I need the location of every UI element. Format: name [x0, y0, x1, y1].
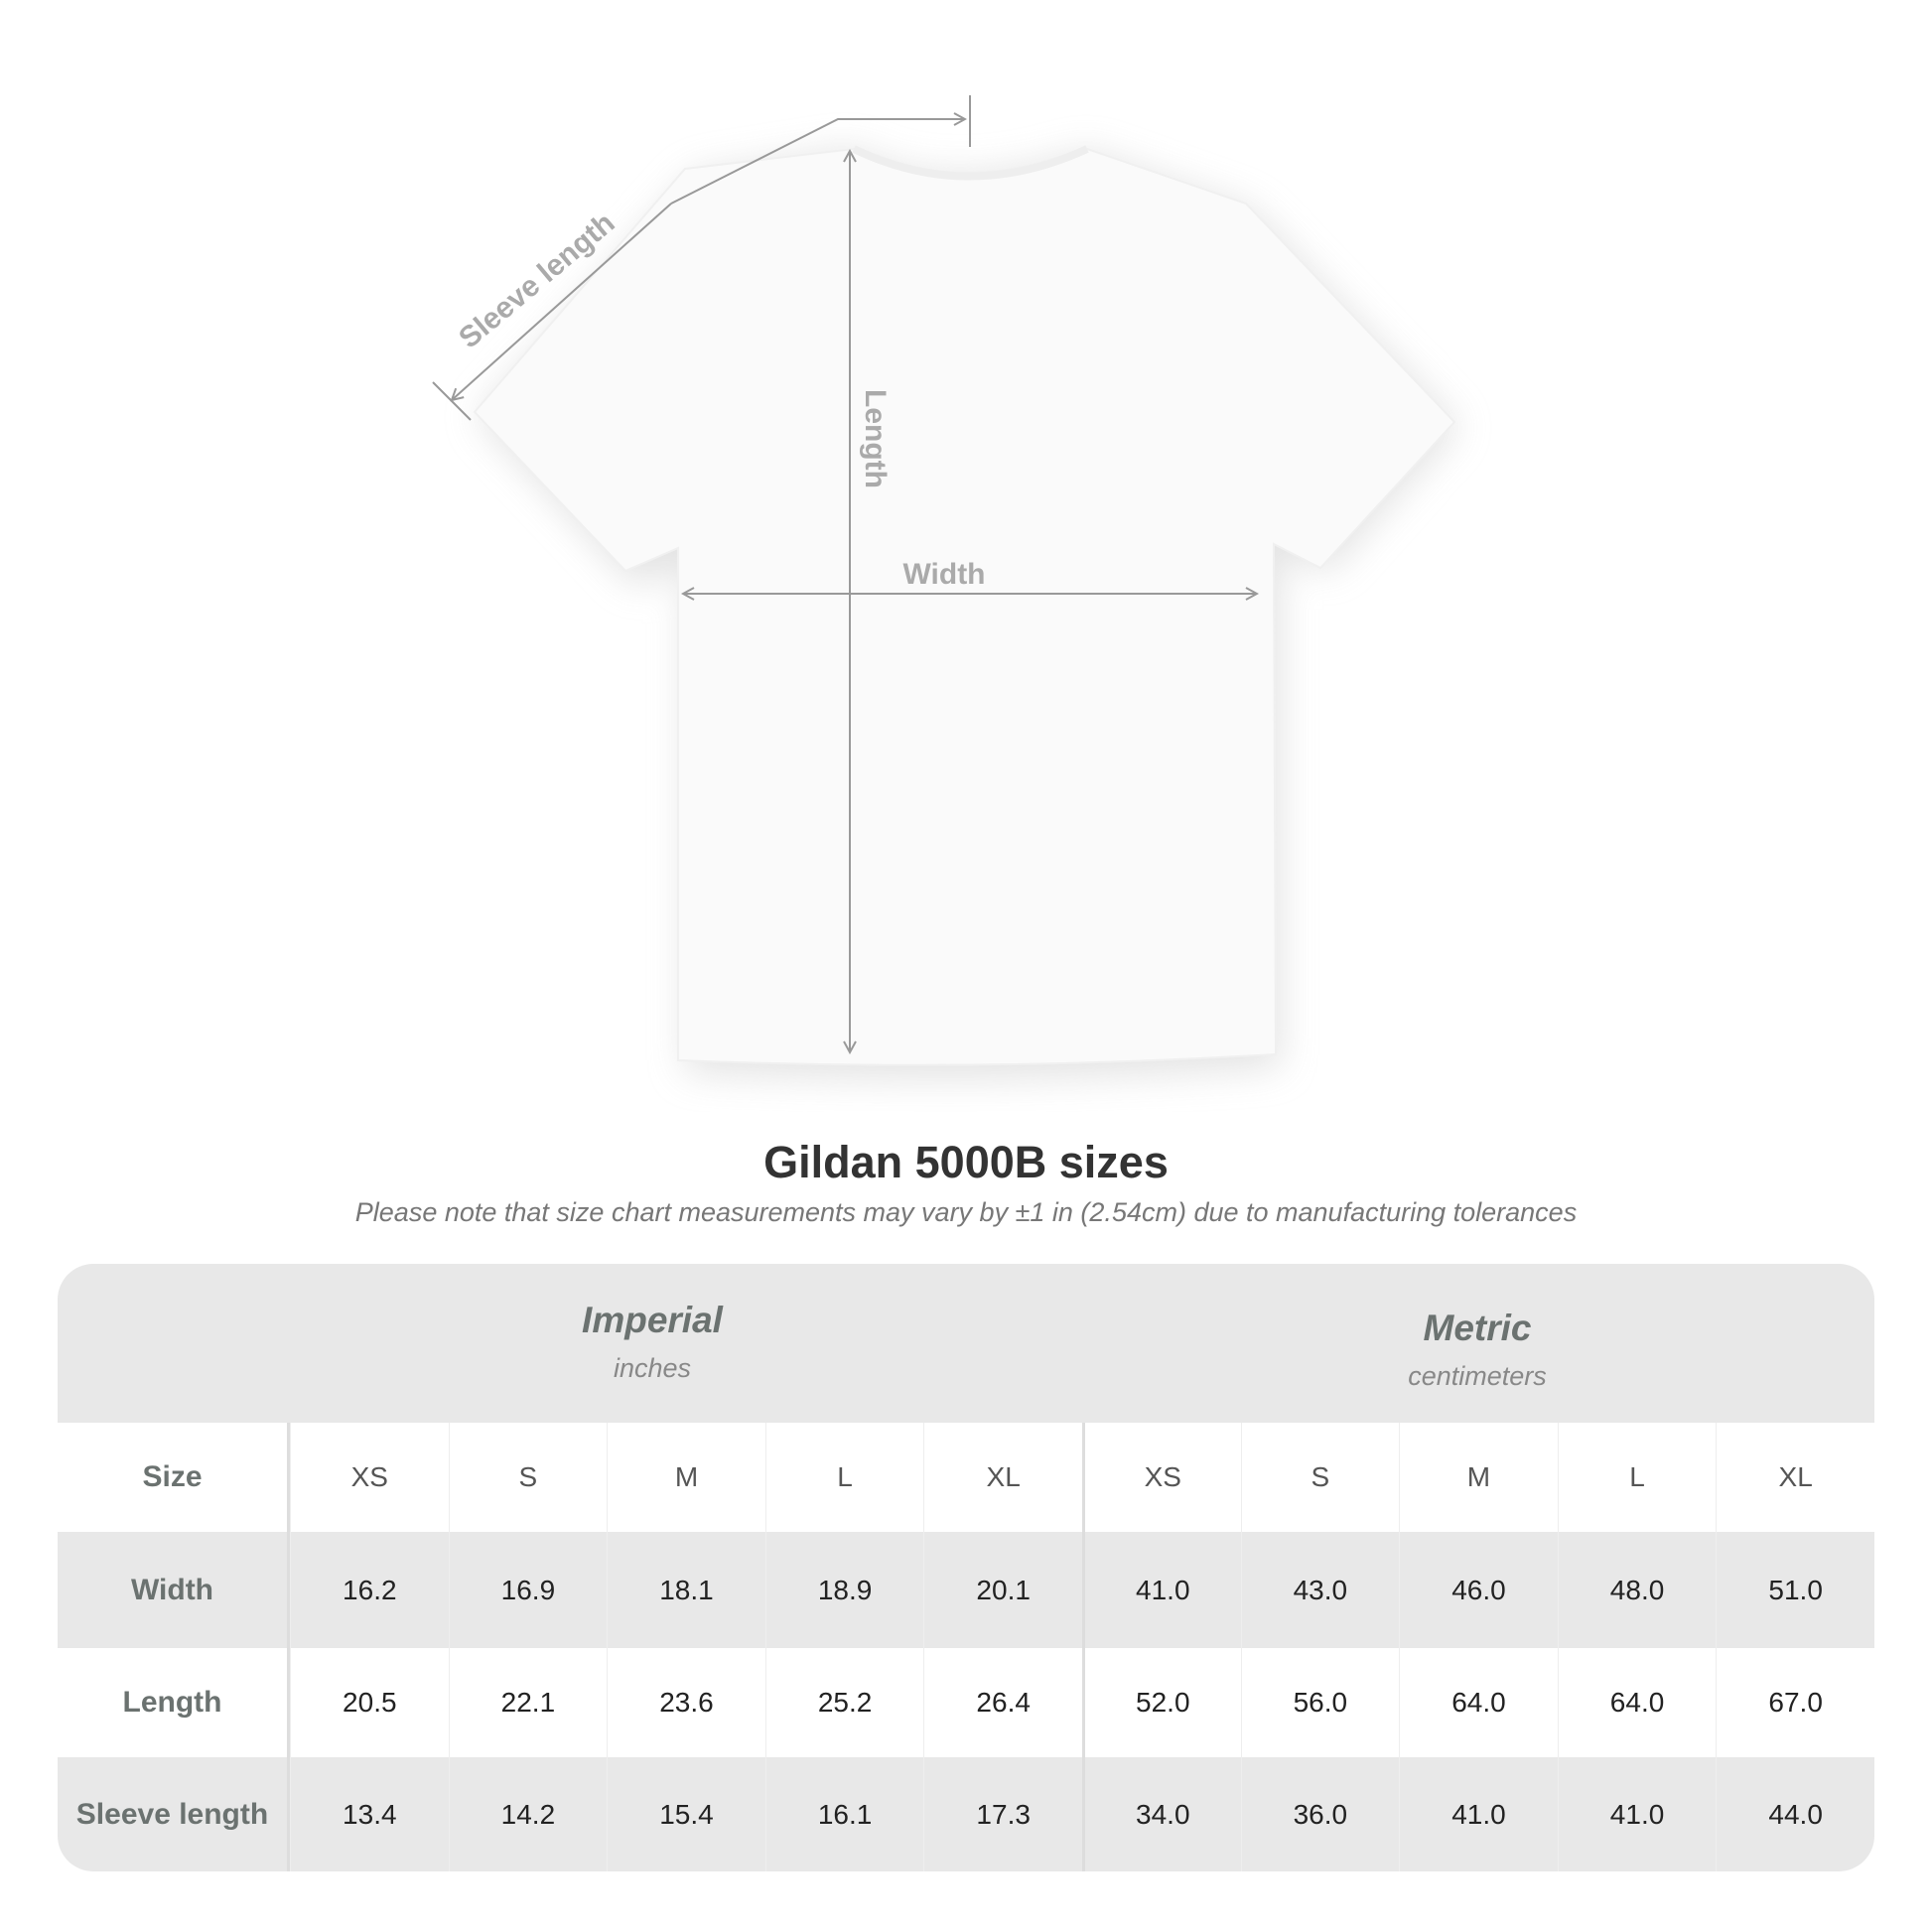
metric-title: Metric	[1423, 1308, 1532, 1348]
table-cell: 26.4	[923, 1648, 1082, 1757]
size-row: Size XS S M L XL XS S M L XL	[58, 1423, 1874, 1532]
table-cell: 46.0	[1399, 1532, 1558, 1648]
table-cell: 22.1	[448, 1648, 608, 1757]
table-row: Width 16.2 16.9 18.1 18.9 20.1 41.0 43.0 46.0 48.…	[58, 1532, 1874, 1648]
imperial-title: Imperial	[582, 1300, 723, 1340]
table-cell: 25.2	[764, 1648, 924, 1757]
table-cell: 16.1	[764, 1757, 924, 1871]
imperial-unit: inches	[613, 1353, 692, 1383]
table-cell: 43.0	[1240, 1532, 1400, 1648]
tshirt-shape	[473, 147, 1456, 1066]
metric-unit: centimeters	[1408, 1361, 1547, 1391]
size-column-header: XL	[1716, 1423, 1874, 1532]
table-cell: 15.4	[607, 1757, 765, 1871]
metric-header: Metric centimeters	[1080, 1308, 1874, 1392]
sleeve-length-line-2	[670, 119, 965, 205]
row-label: Length	[58, 1648, 290, 1757]
table-cell: 41.0	[1081, 1532, 1241, 1648]
table-cell: 34.0	[1081, 1757, 1241, 1871]
size-column-header: M	[1399, 1423, 1558, 1532]
tshirt-collar	[852, 145, 1089, 181]
sleeve-length-line-1	[452, 203, 672, 400]
size-column-header: L	[1557, 1423, 1717, 1532]
table-cell: 41.0	[1399, 1757, 1558, 1871]
size-column-header: S	[448, 1423, 608, 1532]
table-cell: 44.0	[1716, 1757, 1874, 1871]
table-cell: 18.9	[764, 1532, 924, 1648]
table-cell: 14.2	[448, 1757, 608, 1871]
size-column-header: XL	[923, 1423, 1082, 1532]
tshirt-diagram: Sleeve length Length Width	[432, 95, 1459, 1079]
size-table: Imperial inches Metric centimeters Size X…	[58, 1264, 1874, 1871]
table-cell: 64.0	[1557, 1648, 1717, 1757]
tolerance-note: Please note that size chart measurements…	[354, 1197, 1578, 1227]
size-column-header: XS	[1081, 1423, 1241, 1532]
size-column-header: XS	[290, 1423, 449, 1532]
table-cell: 64.0	[1399, 1648, 1558, 1757]
unit-header: Imperial inches Metric centimeters	[58, 1264, 1874, 1423]
table-cell: 18.1	[607, 1532, 765, 1648]
size-column-header: L	[764, 1423, 924, 1532]
table-cell: 52.0	[1081, 1648, 1241, 1757]
table-cell: 16.2	[290, 1532, 449, 1648]
width-label: Width	[902, 558, 985, 591]
size-header: Size	[58, 1423, 290, 1532]
imperial-header: Imperial inches	[290, 1300, 1015, 1384]
table-cell: 16.9	[448, 1532, 608, 1648]
table-row: Sleeve length 13.4 14.2 15.4 16.1 17.3 34.0 36.…	[58, 1757, 1874, 1871]
table-cell: 13.4	[290, 1757, 449, 1871]
page-title: Gildan 5000B sizes	[763, 1137, 1169, 1187]
table-cell: 23.6	[607, 1648, 765, 1757]
row-label: Width	[58, 1532, 290, 1648]
table-cell: 56.0	[1240, 1648, 1400, 1757]
size-column-header: S	[1240, 1423, 1400, 1532]
row-label: Sleeve length	[58, 1757, 290, 1871]
table-cell: 67.0	[1716, 1648, 1874, 1757]
table-cell: 51.0	[1716, 1532, 1874, 1648]
sleeve-length-end-tick	[432, 381, 472, 421]
table-row: Length 20.5 22.1 23.6 25.2 26.4 52.0 56.0 64.0 64…	[58, 1648, 1874, 1757]
table-cell: 20.1	[923, 1532, 1082, 1648]
length-label: Length	[859, 389, 892, 488]
table-cell: 17.3	[923, 1757, 1082, 1871]
size-column-header: M	[607, 1423, 765, 1532]
table-cell: 36.0	[1240, 1757, 1400, 1871]
table-cell: 20.5	[290, 1648, 449, 1757]
table-cell: 48.0	[1557, 1532, 1717, 1648]
table-cell: 41.0	[1557, 1757, 1717, 1871]
